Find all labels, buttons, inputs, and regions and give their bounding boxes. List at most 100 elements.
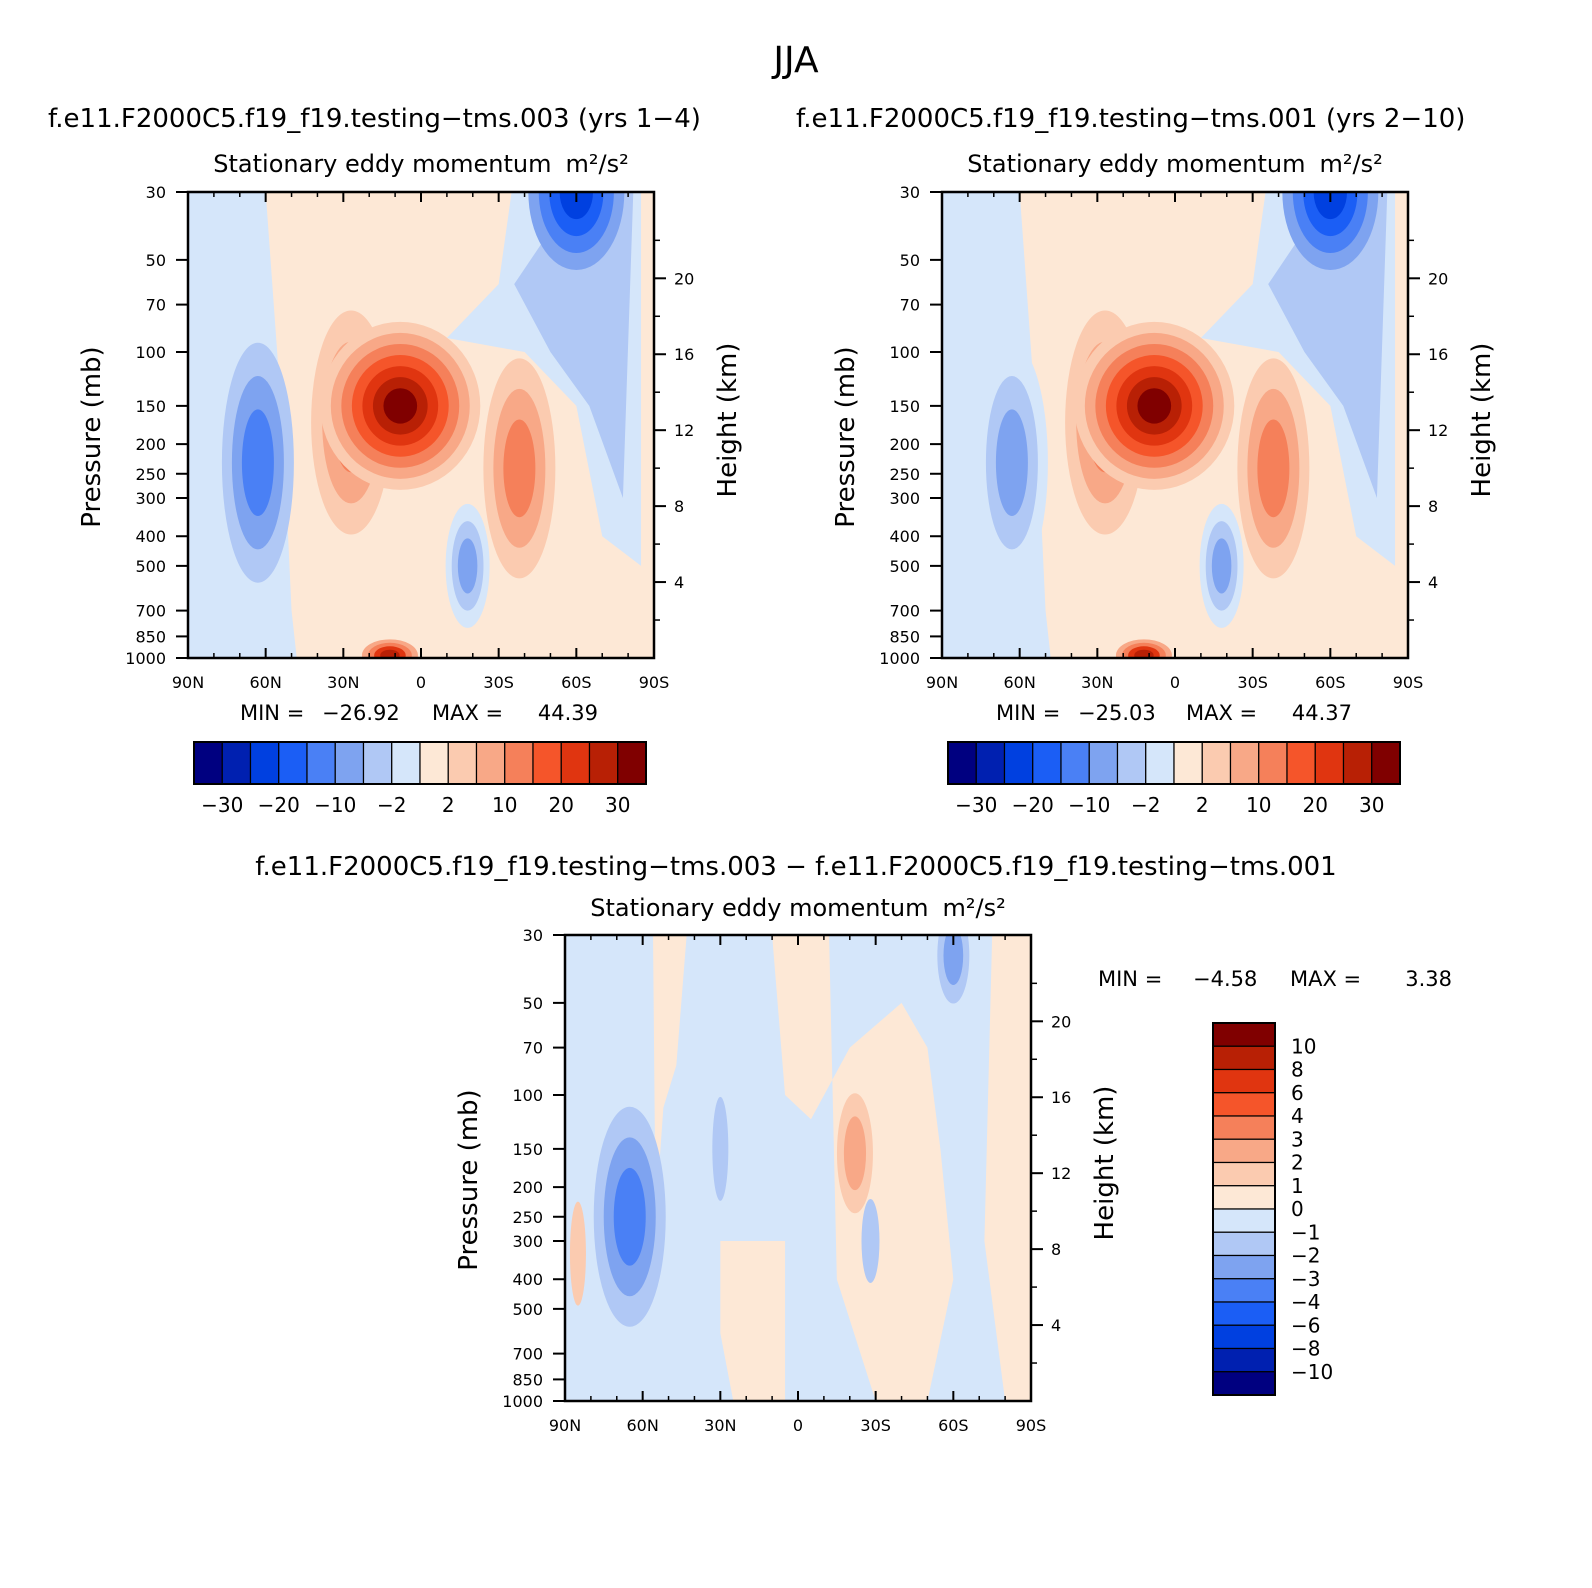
x-tick-label: 0 [416, 673, 426, 692]
panel-3-contour-field [565, 935, 1031, 1401]
colorbar-swatch [1145, 741, 1175, 785]
y2-tick-label: 12 [1051, 1164, 1071, 1183]
x-tick-label: 60N [250, 673, 282, 692]
panel-3-max-value: 3.38 [1405, 967, 1452, 991]
y-tick-label: 70 [146, 296, 166, 315]
colorbar-swatch [947, 741, 977, 785]
sh-upper-band-2 [514, 192, 634, 498]
colorbar-label: −30 [955, 793, 997, 817]
panel-2-axes: 90N 60N 30N 0 30S 60S 90S 30 50 70 100 150 200 250 300… [831, 183, 1497, 692]
colorbar-swatch [1371, 741, 1401, 785]
x-tick-label: 0 [793, 1416, 803, 1435]
colorbar-swatch [1032, 741, 1062, 785]
panel-1-units: m²/s² [566, 150, 629, 178]
colorbar-swatch [504, 741, 534, 785]
y-tick-label: 300 [512, 1232, 543, 1251]
equatorial-maximum-level-6 [1137, 388, 1172, 424]
panel-3-min-value: −4.58 [1193, 967, 1257, 991]
panel-2-title: Stationary eddy momentum m²/s² [967, 150, 1382, 178]
y-tick-label: 70 [900, 296, 920, 315]
diff-nh-polar-positive-level-0 [569, 1201, 586, 1306]
y-tick-label: 850 [135, 627, 166, 646]
panel-1: f.e11.F2000C5.f19_f19.testing−tms.003 (y… [48, 104, 743, 817]
y-tick-label: 150 [512, 1140, 543, 1159]
colorbar-label: −4 [1291, 1290, 1320, 1314]
colorbar-swatch [1212, 1324, 1276, 1350]
panel-3-run-title: f.e11.F2000C5.f19_f19.testing−tms.003 − … [255, 852, 1336, 882]
panel-2-max-label: MAX = [1186, 701, 1257, 725]
y-tick-label: 400 [512, 1270, 543, 1289]
y2-tick-label: 4 [674, 573, 684, 592]
y-tick-label: 300 [135, 489, 166, 508]
panel-2-colorbar: −30 −20 −10 −2 2 10 20 30 [947, 741, 1401, 817]
panel-2-max-value: 44.37 [1292, 701, 1352, 725]
y2-tick-label: 20 [674, 269, 694, 288]
colorbar-swatch [306, 741, 336, 785]
colorbar-swatch [1212, 1301, 1276, 1326]
colorbar-swatch [1212, 1045, 1276, 1071]
colorbar-label: −2 [1131, 793, 1160, 817]
y-tick-label: 700 [512, 1345, 543, 1364]
sh-stratospheric-minimum-level-3 [559, 192, 594, 220]
colorbar-label: −10 [1291, 1360, 1333, 1384]
x-tick-label: 90S [1393, 673, 1424, 692]
panel-3-units: m²/s² [943, 894, 1006, 922]
colorbar-label: 4 [1291, 1104, 1304, 1128]
colorbar-label: −10 [1068, 793, 1110, 817]
x-tick-label: 60S [1315, 673, 1346, 692]
sh-upper-band-2 [1268, 192, 1388, 498]
colorbar-label: 2 [1196, 793, 1209, 817]
panel-1-run-title: f.e11.F2000C5.f19_f19.testing−tms.003 (y… [48, 104, 701, 134]
y-tick-label: 500 [512, 1300, 543, 1319]
y-tick-label: 850 [512, 1370, 543, 1389]
colorbar-label: −1 [1291, 1220, 1320, 1244]
colorbar-swatch [419, 741, 449, 785]
colorbar-swatch [1116, 741, 1147, 785]
y2-tick-label: 8 [1051, 1240, 1061, 1259]
y2-tick-label: 16 [674, 345, 694, 364]
nh-midlat-negative-level-2 [995, 409, 1028, 517]
colorbar-swatch [975, 741, 1006, 785]
y-axis-title: Pressure (mb) [77, 346, 107, 527]
colorbar-label: 6 [1291, 1081, 1304, 1105]
colorbar-swatch [1314, 741, 1345, 785]
x-tick-label: 60S [561, 673, 592, 692]
colorbar-swatch [1286, 741, 1316, 785]
nh-midlat-negative-level-2 [241, 409, 274, 517]
x-tick-label: 90S [1016, 1416, 1047, 1435]
y-tick-label: 250 [512, 1208, 543, 1227]
y2-tick-label: 20 [1428, 269, 1448, 288]
sh-subtropical-positive-level-2 [503, 419, 536, 518]
colorbar-label: 1 [1291, 1174, 1304, 1198]
colorbar-swatch [1088, 741, 1119, 785]
colorbar-swatch [1173, 741, 1203, 785]
x-tick-label: 90S [639, 673, 670, 692]
x-tick-label: 90N [549, 1416, 581, 1435]
colorbar-label: 20 [549, 793, 574, 817]
colorbar-swatch [278, 741, 308, 785]
colorbar-swatch [475, 741, 506, 785]
y2-tick-label: 12 [1428, 421, 1448, 440]
colorbar-label: −20 [258, 793, 300, 817]
colorbar-frame [193, 741, 647, 785]
colorbar-swatch [447, 741, 478, 785]
diff-sh-negative-level-0 [861, 1198, 880, 1283]
colorbar-swatch [1212, 1092, 1276, 1117]
y2-axis-title: Height (km) [713, 343, 743, 498]
y2-tick-label: 8 [674, 497, 684, 516]
diff-positive-max-level-1 [843, 1116, 867, 1191]
colorbar-swatch [1212, 1138, 1276, 1164]
warm-strip-4 [720, 1240, 786, 1401]
y2-tick-label: 20 [1051, 1012, 1071, 1031]
colorbar-swatch [1212, 1278, 1276, 1303]
x-tick-label: 90N [926, 673, 958, 692]
y2-axis-title: Height (km) [1467, 343, 1497, 498]
y-tick-label: 100 [135, 343, 166, 362]
x-tick-label: 60N [627, 1416, 659, 1435]
y-tick-label: 30 [146, 183, 166, 202]
y-tick-label: 200 [135, 435, 166, 454]
colorbar-swatch [1212, 1185, 1276, 1210]
panel-2-run-title: f.e11.F2000C5.f19_f19.testing−tms.001 (y… [796, 104, 1465, 134]
colorbar-label: 8 [1291, 1058, 1304, 1082]
